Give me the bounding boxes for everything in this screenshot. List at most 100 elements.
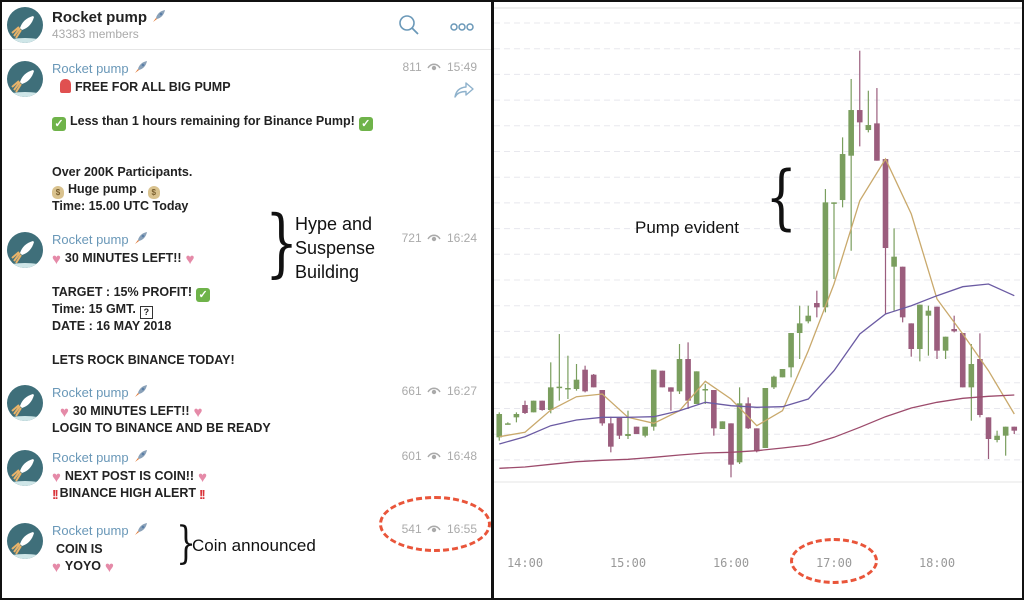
member-count: 43383 members — [52, 27, 139, 41]
view-count: 811 — [402, 60, 422, 74]
sender-name[interactable]: Rocket pump — [52, 521, 149, 541]
forward-icon[interactable] — [453, 81, 475, 104]
candle-body — [882, 159, 889, 249]
sender-name[interactable]: Rocket pump — [52, 59, 149, 79]
ma-slow-line — [499, 394, 1015, 469]
heart-icon: ♥ — [198, 469, 207, 486]
siren-icon — [60, 79, 71, 93]
candle-body — [951, 329, 957, 332]
candle-body — [856, 110, 863, 123]
message-text: Time: 15 GMT. — [52, 302, 136, 316]
x-tick-label: 18:00 — [919, 556, 955, 570]
coin-annotation: Coin announced — [192, 536, 316, 555]
candle-body — [865, 125, 872, 131]
header-divider — [2, 49, 491, 50]
x-tick-label: 16:00 — [713, 556, 749, 570]
ma-fast-line — [499, 157, 1015, 438]
sender-name-text: Rocket pump — [52, 61, 129, 76]
candle-body — [968, 364, 975, 388]
candle-body — [650, 369, 657, 427]
message-text: YOYO — [64, 559, 102, 573]
candle-body — [788, 333, 794, 368]
check-icon: ✓ — [52, 117, 66, 131]
candle-body — [753, 428, 760, 452]
message-text: Over 200K Participants. — [52, 165, 193, 179]
heart-icon: ♥ — [52, 251, 61, 268]
annotation-line: Building — [295, 262, 360, 282]
candle-body — [633, 426, 640, 435]
candle-body — [985, 417, 992, 440]
message-line: Over 200K Participants. — [52, 164, 377, 181]
ma-mid-line — [499, 283, 1015, 445]
candle-body — [959, 333, 966, 388]
candle-body — [762, 388, 769, 449]
sender-avatar[interactable] — [7, 450, 43, 486]
message-line: COIN IS — [52, 541, 118, 558]
money-bag-icon: $ — [147, 186, 160, 199]
message-line: ♥ 30 MINUTES LEFT!! ♥ — [52, 250, 235, 267]
candle-body — [736, 403, 743, 463]
candle-body — [848, 110, 854, 156]
candle-body — [625, 434, 631, 437]
rocket-icon — [151, 8, 167, 28]
rocket-icon — [133, 59, 149, 79]
heart-icon: ♥ — [52, 469, 61, 486]
message-body: FREE FOR ALL BIG PUMP ✓ Less than 1 hours … — [52, 79, 377, 215]
chart-svg: 14:00 15:00 16:00 17:00 18:00 — [494, 7, 1022, 570]
candle-body — [779, 369, 786, 378]
candle-body — [934, 306, 940, 351]
candle-body — [668, 387, 674, 392]
question-box-icon: ? — [139, 306, 153, 319]
candle-body — [908, 323, 915, 350]
message-line: FREE FOR ALL BIG PUMP — [52, 79, 377, 96]
message-text: NEXT POST IS COIN!! — [64, 469, 195, 483]
search-icon[interactable] — [398, 14, 420, 41]
message-text: 30 MINUTES LEFT!! — [72, 404, 190, 418]
message-line: DATE : 16 MAY 2018 — [52, 318, 235, 335]
message-time: 15:49 — [446, 60, 477, 74]
annotation-line: Hype and — [295, 214, 373, 234]
message-text: COIN IS — [56, 542, 103, 556]
sender-name[interactable]: Rocket pump — [52, 383, 149, 403]
eye-icon — [427, 452, 441, 460]
rocket-icon — [133, 448, 149, 468]
annotation-brace: } — [176, 518, 196, 569]
sender-name[interactable]: Rocket pump — [52, 230, 149, 250]
candle-body — [917, 304, 923, 350]
message-body: COIN IS ♥ YOYO ♥ — [52, 541, 118, 575]
candle-body — [505, 423, 511, 425]
message-line: TARGET : 15% PROFIT! ✓ — [52, 284, 235, 302]
eye-icon — [427, 63, 441, 71]
channel-title: Rocket pump — [52, 8, 167, 28]
candle-body — [676, 359, 683, 392]
candle-body — [547, 387, 554, 411]
message-time: 16:27 — [446, 384, 477, 398]
heart-icon: ♥ — [60, 404, 69, 421]
candle-body — [685, 359, 691, 401]
candle-body — [530, 400, 537, 413]
message-text: LOGIN TO BINANCE AND BE READY — [52, 421, 271, 435]
rocket-icon — [133, 230, 149, 250]
candle-body — [693, 371, 700, 405]
candle-body — [728, 423, 734, 465]
view-count: 601 — [401, 449, 422, 463]
heart-icon: ♥ — [52, 559, 61, 576]
sender-name-text: Rocket pump — [52, 450, 129, 465]
candle-body — [496, 414, 503, 438]
message-line: ♥ 30 MINUTES LEFT!! ♥ — [52, 403, 271, 420]
candlestick-chart: 14:00 15:00 16:00 17:00 18:00 Pump evident { — [494, 0, 1022, 598]
message-text: Less than 1 hours remaining for Binance … — [70, 114, 355, 128]
message-body: ♥ NEXT POST IS COIN!! ♥!! BINANCE HIGH ALER… — [52, 468, 211, 502]
more-options-icon[interactable] — [450, 19, 474, 37]
candle-body — [573, 379, 580, 390]
message-line: LETS ROCK BINANCE TODAY! — [52, 352, 235, 369]
highlight-ellipse — [790, 538, 878, 584]
x-tick-label: 15:00 — [610, 556, 646, 570]
sender-avatar[interactable] — [7, 385, 43, 421]
sender-name-text: Rocket pump — [52, 523, 129, 538]
candle-body — [874, 123, 880, 161]
message-line: Time: 15 GMT.? — [52, 301, 235, 319]
message-text: 30 MINUTES LEFT!! — [64, 251, 182, 265]
sender-name[interactable]: Rocket pump — [52, 448, 149, 468]
